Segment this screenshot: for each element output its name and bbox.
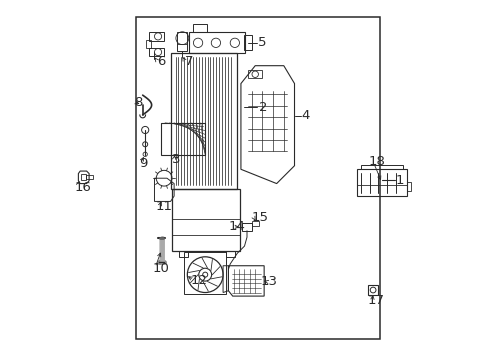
Bar — [159, 238, 163, 262]
Bar — [367, 285, 378, 295]
Bar — [145, 40, 151, 48]
Text: 17: 17 — [367, 294, 384, 307]
Bar — [225, 251, 234, 257]
Bar — [179, 251, 188, 257]
Bar — [135, 18, 380, 339]
Bar — [177, 32, 187, 51]
Text: 2: 2 — [258, 101, 267, 114]
Text: 1: 1 — [395, 174, 403, 186]
Text: 6: 6 — [157, 55, 165, 68]
Text: 16: 16 — [75, 181, 92, 194]
Bar — [148, 48, 163, 57]
Bar — [159, 238, 163, 262]
Text: 4: 4 — [301, 109, 309, 122]
Bar — [244, 35, 251, 50]
Bar — [171, 53, 237, 189]
Bar — [85, 175, 93, 179]
Bar — [172, 189, 240, 251]
Bar — [242, 223, 251, 231]
Text: 5: 5 — [258, 36, 266, 49]
Text: 12: 12 — [190, 274, 207, 287]
Text: 13: 13 — [260, 275, 277, 288]
Bar — [356, 169, 406, 196]
Bar — [189, 32, 244, 53]
Bar — [406, 182, 410, 191]
Text: 8: 8 — [134, 96, 142, 109]
Bar — [160, 123, 205, 155]
Bar — [184, 252, 225, 294]
Bar — [148, 32, 163, 41]
Text: 18: 18 — [368, 154, 385, 167]
Bar — [360, 165, 403, 169]
Text: 3: 3 — [171, 153, 180, 166]
Bar — [247, 70, 262, 78]
Text: 15: 15 — [251, 211, 268, 224]
Bar — [251, 221, 259, 226]
Text: 9: 9 — [139, 157, 147, 170]
Bar — [81, 174, 85, 180]
Text: 7: 7 — [184, 55, 193, 68]
Text: 11: 11 — [156, 200, 173, 213]
Text: 14: 14 — [228, 220, 245, 233]
Text: 10: 10 — [152, 262, 169, 275]
